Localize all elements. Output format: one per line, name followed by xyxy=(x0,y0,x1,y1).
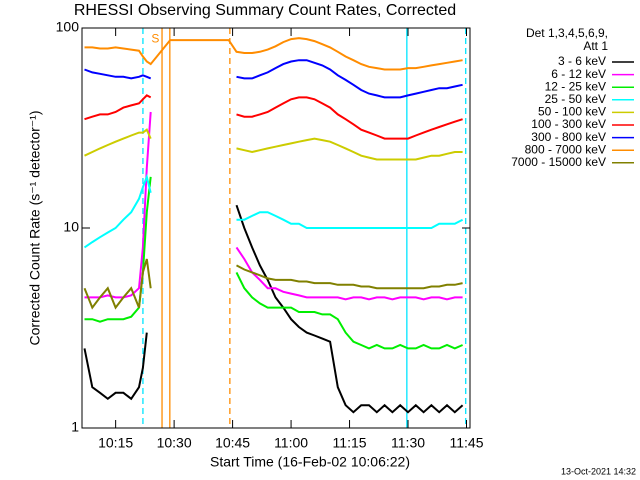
y-tick-label: 1 xyxy=(71,419,79,435)
legend-label: 7000 - 15000 keV xyxy=(511,155,606,169)
x-tick-label: 11:30 xyxy=(391,435,425,451)
legend-title: Att 1 xyxy=(583,39,608,53)
legend-label: 12 - 25 keV xyxy=(545,79,606,93)
legend-label: 300 - 800 keV xyxy=(531,130,606,144)
legend-label: 800 - 7000 keV xyxy=(525,142,606,156)
series-line xyxy=(84,128,463,161)
legend-title: Det 1,3,4,5,6,9, xyxy=(526,26,608,40)
x-axis-label: Start Time (16-Feb-02 10:06:22) xyxy=(210,454,410,470)
legend-label: 6 - 12 keV xyxy=(551,67,606,81)
annotation: S xyxy=(151,31,159,45)
y-axis-label: Corrected Count Rate (s⁻¹ detector⁻¹) xyxy=(27,111,43,346)
legend-label: 25 - 50 keV xyxy=(545,92,606,106)
x-tick-label: 11:15 xyxy=(333,435,367,451)
series-line xyxy=(83,204,464,414)
legend-label: 100 - 300 keV xyxy=(531,117,606,131)
series-line xyxy=(84,94,463,140)
y-tick-label: 10 xyxy=(63,219,79,235)
timestamp: 13-Oct-2021 14:32 xyxy=(561,466,636,476)
series-line xyxy=(84,37,463,71)
x-tick-label: 10:45 xyxy=(215,435,250,451)
series-line xyxy=(83,258,463,310)
plot-area xyxy=(83,28,467,428)
series-line xyxy=(84,176,463,350)
legend-label: 3 - 6 keV xyxy=(558,54,606,68)
x-tick-label: 10:30 xyxy=(157,435,192,451)
x-tick-label: 11:00 xyxy=(274,435,308,451)
legend-label: 50 - 100 keV xyxy=(538,105,606,119)
x-tick-label: 11:45 xyxy=(449,435,483,451)
y-tick-label: 100 xyxy=(56,19,80,35)
x-tick-label: 10:15 xyxy=(98,435,133,451)
series-line xyxy=(83,173,464,249)
series-line xyxy=(84,59,463,99)
chart-title: RHESSI Observing Summary Count Rates, Co… xyxy=(74,2,456,19)
